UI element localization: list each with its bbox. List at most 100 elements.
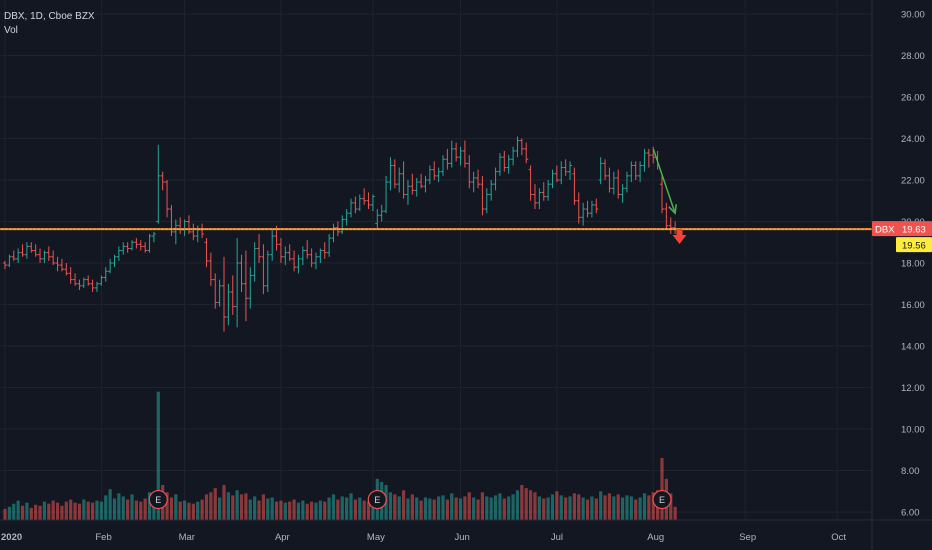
volume-bar — [371, 499, 375, 521]
volume-bar — [629, 496, 633, 521]
volume-bar — [524, 488, 528, 521]
volume-bar — [248, 499, 252, 521]
volume-bar — [660, 458, 664, 521]
volume-bar — [362, 500, 366, 521]
volume-bar — [336, 499, 340, 521]
ohlc-bar — [484, 188, 489, 214]
earnings-marker[interactable]: E — [652, 489, 672, 510]
ohlc-bar — [7, 254, 12, 268]
ohlc-bar — [243, 250, 248, 322]
volume-bar — [156, 391, 160, 521]
volume-bar — [20, 505, 25, 521]
volume-bar — [139, 501, 143, 521]
ohlc-bar — [186, 215, 191, 234]
volume-bar — [498, 493, 502, 521]
volume-bar — [174, 494, 178, 521]
volume-bar — [620, 497, 625, 521]
ohlc-bar — [668, 217, 673, 234]
ohlc-bar — [77, 279, 82, 290]
volume-bar — [634, 499, 638, 521]
volume-bar — [204, 494, 209, 521]
alt-price-label[interactable]: 19.56 — [896, 237, 932, 253]
ohlc-bar — [414, 177, 419, 197]
volume-bar — [82, 499, 86, 521]
volume-bar — [493, 495, 498, 521]
ohlc-bar — [121, 242, 126, 255]
ohlc-bar — [318, 248, 323, 263]
ohlc-bar — [283, 246, 288, 266]
last-price-symbol: DBX — [875, 225, 895, 236]
alt-price-value: 19.56 — [902, 241, 926, 252]
volume-bar — [60, 505, 64, 521]
ohlc-bar — [559, 161, 564, 185]
volume-bar — [310, 501, 314, 521]
last-price-label[interactable]: DBX 19.63 — [872, 221, 932, 237]
earnings-marker[interactable]: E — [367, 489, 387, 510]
ohlc-bar — [379, 204, 384, 222]
x-tick-label: Aug — [647, 532, 664, 543]
ohlc-bar — [322, 242, 327, 259]
volume-bar — [274, 501, 279, 521]
ohlc-bar — [603, 159, 608, 180]
earnings-marker[interactable]: E — [148, 489, 168, 510]
volume-bar — [594, 498, 598, 521]
trend-arrow-line[interactable] — [652, 148, 676, 214]
ohlc-bar — [222, 256, 226, 332]
ohlc-bar — [370, 194, 375, 212]
volume-bar — [467, 492, 471, 521]
symbol-title[interactable]: DBX, 1D, Cboe BZX — [4, 11, 95, 22]
ohlc-bar — [660, 175, 664, 214]
volume-bar — [463, 496, 467, 521]
volume-bar — [458, 498, 463, 521]
ohlc-bar — [200, 223, 205, 239]
volume-bar — [437, 496, 441, 521]
x-tick-label: Jun — [455, 532, 470, 543]
ohlc-bar — [226, 283, 231, 326]
volume-bar — [441, 495, 445, 521]
ohlc-bar — [103, 267, 108, 282]
ohlc-bar — [629, 161, 634, 183]
volume-bar — [327, 497, 331, 521]
volume-bar — [502, 498, 506, 521]
ohlc-bar — [449, 140, 454, 168]
volume-bar — [47, 503, 51, 521]
volume-bar — [550, 494, 555, 521]
volume-bar — [366, 501, 371, 521]
x-tick-label: Feb — [95, 532, 111, 543]
volume-bar — [445, 499, 449, 521]
volume-bar — [511, 494, 515, 521]
drawings[interactable] — [0, 148, 872, 244]
ohlc-bar — [287, 244, 292, 261]
volume-bar — [253, 496, 257, 521]
ohlc-bar — [292, 250, 297, 272]
ohlc-bar — [541, 182, 546, 201]
volume-bar — [283, 502, 287, 521]
volume-bar — [318, 500, 322, 521]
volume-bar — [134, 500, 138, 521]
ohlc-bar — [296, 254, 301, 274]
ohlc-bar — [519, 138, 524, 156]
ohlc-bar — [462, 140, 467, 168]
ohlc-bar — [99, 275, 104, 286]
volume-bar — [266, 498, 270, 521]
ohlc-bar — [178, 217, 183, 234]
volume-label[interactable]: Vol — [4, 25, 18, 36]
volume-bar — [143, 498, 147, 521]
ohlc-bar — [116, 246, 121, 261]
volume-bar — [612, 496, 616, 521]
ohlc-bar — [265, 250, 270, 293]
volume-bar — [152, 497, 156, 521]
ohlc-bar — [638, 161, 643, 183]
volume-bar — [572, 493, 576, 521]
ohlc-bar — [607, 167, 612, 193]
ohlc-bar — [165, 180, 170, 218]
ohlc-bar — [204, 238, 209, 268]
volume-bar — [64, 501, 68, 521]
volume-bar — [34, 504, 38, 521]
ohlc-bar — [125, 242, 130, 253]
down-arrow-icon[interactable] — [672, 228, 687, 244]
